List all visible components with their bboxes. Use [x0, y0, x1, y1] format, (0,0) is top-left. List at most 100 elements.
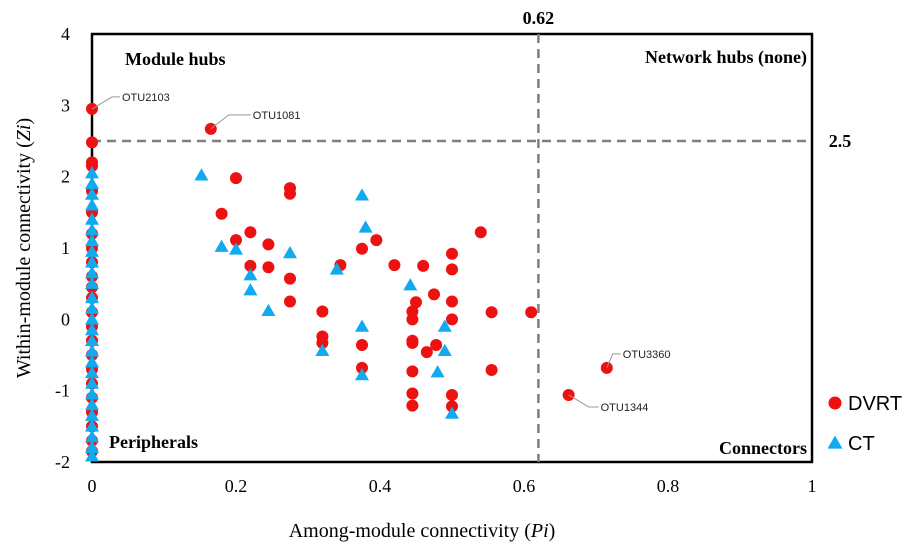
- data-point-ct: [214, 239, 229, 252]
- data-point-dvrt: [446, 263, 458, 276]
- data-point-dvrt: [406, 313, 419, 326]
- data-point-ct: [85, 355, 99, 368]
- data-point-dvrt: [406, 387, 419, 400]
- y-tick-label: 1: [61, 238, 70, 258]
- y-axis-title: Within-module connectivity (Zi): [13, 118, 35, 378]
- data-point-ct: [85, 376, 99, 389]
- data-point-dvrt: [428, 288, 440, 301]
- data-point-ct: [229, 242, 243, 255]
- data-point-ct: [437, 343, 452, 356]
- annotation-leader: [606, 353, 621, 369]
- legend-label-dvrt: DVRT: [848, 393, 902, 415]
- annotation-label: OTU2103: [122, 92, 170, 104]
- x-tick-label: 0.2: [225, 476, 248, 496]
- data-point-dvrt: [420, 346, 433, 359]
- annotation-leader: [568, 394, 599, 408]
- data-point-dvrt: [262, 261, 275, 274]
- data-point-dvrt: [410, 296, 422, 309]
- zi-threshold-label: 2.5: [829, 131, 852, 151]
- data-point-dvrt: [86, 159, 98, 172]
- data-point-dvrt: [430, 339, 443, 352]
- data-point-ct: [329, 262, 344, 275]
- annotation-label: OTU3360: [623, 349, 671, 361]
- data-point-ct: [85, 430, 99, 443]
- y-axis-title-italic: Zi: [13, 125, 35, 142]
- data-point-dvrt: [316, 336, 329, 349]
- data-point-dvrt: [356, 339, 368, 352]
- data-point-ct: [85, 223, 99, 236]
- data-point-ct: [355, 319, 369, 332]
- quadrant-label-module-hubs: Module hubs: [125, 49, 226, 69]
- y-tick-label: 0: [61, 309, 70, 329]
- data-point-ct: [85, 255, 99, 268]
- data-point-ct: [355, 367, 369, 381]
- quadrant-label-connectors: Connectors: [719, 438, 807, 458]
- data-point-dvrt: [370, 234, 383, 247]
- data-point-ct: [85, 301, 99, 314]
- data-point-ct: [85, 233, 99, 247]
- data-point-dvrt: [356, 361, 368, 374]
- data-point-dvrt: [406, 365, 419, 378]
- data-point-ct: [315, 343, 330, 356]
- y-tick-label: -2: [55, 452, 70, 472]
- data-point-ct: [355, 188, 369, 201]
- data-point-ct: [437, 319, 452, 332]
- data-point-ct: [85, 276, 99, 289]
- data-point-dvrt: [86, 136, 98, 149]
- data-point-dvrt: [446, 247, 458, 260]
- data-point-dvrt: [446, 295, 458, 308]
- data-point-dvrt: [244, 259, 257, 272]
- data-point-ct: [85, 387, 99, 400]
- data-point-dvrt: [284, 295, 296, 308]
- data-point-ct: [85, 187, 99, 200]
- x-tick-label: 0.8: [657, 476, 680, 496]
- data-point-dvrt: [406, 399, 419, 412]
- data-point-ct: [85, 449, 99, 462]
- data-point-ct: [85, 323, 99, 336]
- y-tick-label: 3: [61, 95, 70, 115]
- data-point-dvrt: [356, 242, 368, 255]
- x-tick-label: 1: [808, 476, 817, 496]
- data-point-dvrt: [474, 226, 487, 239]
- x-axis-title-suffix: ): [549, 520, 556, 542]
- pi-threshold-label: 0.62: [523, 8, 555, 28]
- data-point-ct: [85, 198, 99, 211]
- data-point-ct: [85, 408, 99, 421]
- data-point-dvrt: [446, 388, 458, 401]
- data-point-ct: [85, 212, 99, 225]
- data-point-dvrt: [446, 313, 458, 326]
- data-point-dvrt: [446, 400, 458, 413]
- data-point-ct: [243, 268, 258, 281]
- data-point-ct: [445, 406, 459, 419]
- data-point-dvrt: [406, 336, 419, 349]
- data-point-ct: [85, 344, 99, 357]
- data-point-ct: [430, 365, 445, 378]
- data-point-dvrt: [388, 259, 401, 272]
- annotation-label: OTU1081: [253, 110, 301, 122]
- data-point-dvrt: [230, 172, 242, 185]
- data-point-dvrt: [417, 259, 430, 272]
- y-tick-label: 4: [61, 24, 70, 44]
- data-point-dvrt: [262, 238, 275, 251]
- annotation-leader: [210, 114, 251, 130]
- x-axis-title-italic: Pi: [530, 520, 549, 542]
- data-point-ct: [85, 290, 99, 304]
- data-point-ct: [85, 419, 99, 432]
- data-point-dvrt: [525, 306, 538, 319]
- data-point-ct: [85, 333, 99, 346]
- data-point-dvrt: [485, 363, 498, 376]
- x-tick-label: 0: [88, 476, 97, 496]
- x-axis-title: Among-module connectivity (Pi): [289, 520, 556, 542]
- legend-marker-ct: [827, 435, 843, 449]
- data-point-ct: [85, 176, 99, 190]
- x-axis-title-text: Among-module connectivity (: [289, 520, 532, 542]
- legend-label-ct: CT: [848, 433, 875, 455]
- data-point-dvrt: [485, 306, 498, 319]
- data-point-dvrt: [244, 226, 257, 239]
- y-tick-label: 2: [61, 167, 70, 187]
- data-point-ct: [85, 440, 99, 453]
- data-point-ct: [261, 303, 276, 317]
- y-tick-label: -1: [55, 381, 70, 401]
- legend-marker-dvrt: [828, 396, 842, 410]
- data-point-ct: [194, 168, 209, 181]
